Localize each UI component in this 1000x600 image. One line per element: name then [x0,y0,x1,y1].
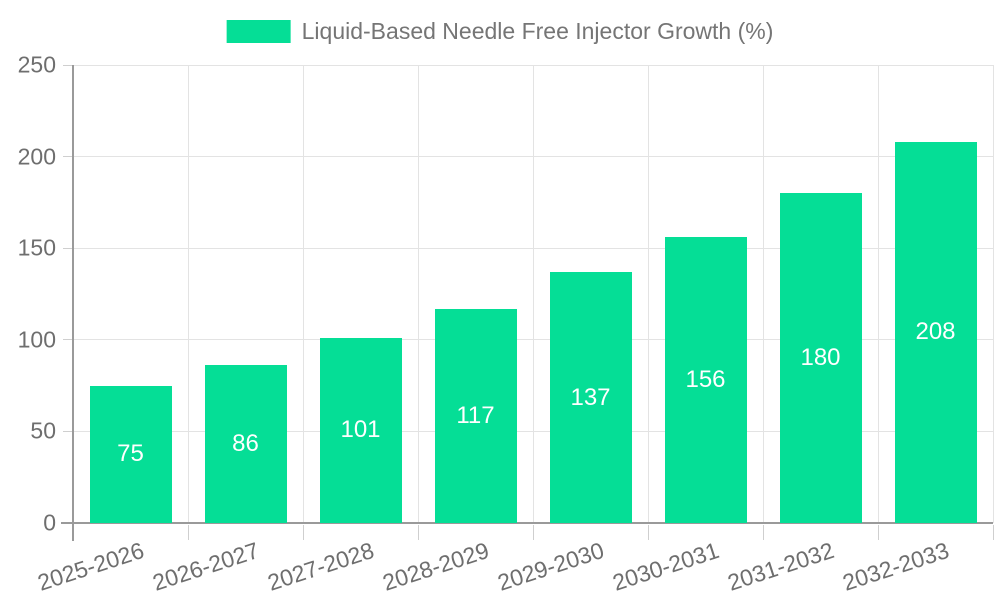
bar-value-label: 101 [340,416,381,444]
x-axis-category-label: 2030-2031 [608,537,722,596]
y-axis-line [72,65,74,541]
bar-2028-2029[interactable] [434,308,517,523]
bar-2027-2028[interactable] [319,337,402,523]
x-axis-category-label: 2025-2026 [33,537,147,596]
x-axis-tick [992,525,994,540]
legend-swatch-icon [226,20,291,43]
x-axis-line [61,522,993,524]
y-axis-tick [63,430,73,432]
x-gridline [532,65,534,523]
x-axis-category-label: 2026-2027 [148,537,262,596]
bar-2026-2027[interactable] [204,365,287,523]
y-axis-tick [63,156,73,158]
x-gridline [762,65,764,523]
x-axis-category-label: 2028-2029 [378,537,492,596]
y-axis-tick-label: 0 [43,509,56,536]
bar-value-label: 180 [800,344,841,372]
x-gridline [877,65,879,523]
x-axis-tick [302,525,304,540]
x-axis-tick [877,525,879,540]
bar-value-label: 156 [685,366,726,394]
bar-2032-2033[interactable] [894,141,977,523]
bar-value-label: 117 [456,401,495,429]
bar-value-label: 208 [915,318,956,346]
x-gridline [187,65,189,523]
y-axis-tick-label: 100 [17,326,56,353]
y-axis-tick-label: 150 [17,234,56,261]
x-gridline [992,65,994,523]
x-axis-tick [187,525,189,540]
x-gridline [647,65,649,523]
x-axis-tick [762,525,764,540]
x-axis-tick [532,525,534,540]
x-axis-category-label: 2031-2032 [723,537,837,596]
y-axis-tick [63,247,73,249]
x-axis-tick [417,525,419,540]
y-axis-tick-label: 200 [17,143,56,170]
y-axis-tick-label: 50 [30,417,56,444]
legend-label: Liquid-Based Needle Free Injector Growth… [301,18,774,44]
x-axis-category-label: 2032-2033 [838,537,952,596]
x-axis-category-label: 2027-2028 [263,537,377,596]
y-axis-tick-label: 250 [17,51,56,78]
chart-legend-item[interactable]: Liquid-Based Needle Free Injector Growth… [226,18,774,45]
y-axis-tick [63,64,73,66]
x-gridline [417,65,419,523]
bar-2025-2026[interactable] [89,385,172,523]
x-axis-tick [647,525,649,540]
bar-2030-2031[interactable] [664,237,747,523]
bar-2031-2032[interactable] [779,193,862,523]
x-gridline [302,65,304,523]
bar-value-label: 75 [117,440,144,468]
y-axis-tick [63,339,73,341]
x-axis-category-label: 2029-2030 [493,537,607,596]
bar-value-label: 137 [570,383,611,411]
bar-value-label: 86 [232,430,259,458]
bar-2029-2030[interactable] [549,272,632,523]
